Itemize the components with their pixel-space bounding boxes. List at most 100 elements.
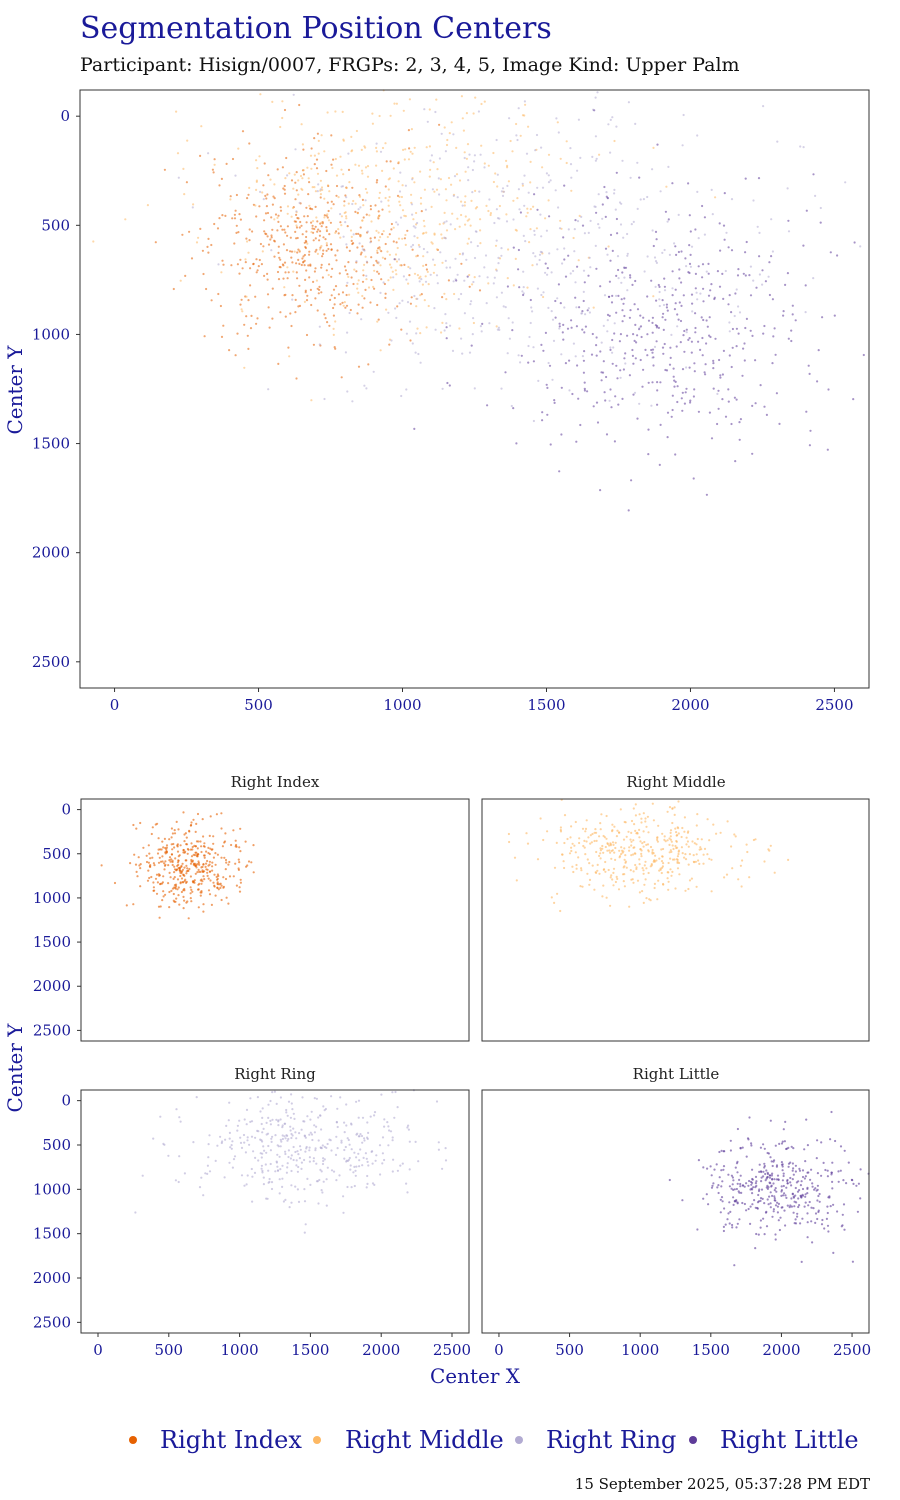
- point-right-middle: [665, 185, 668, 188]
- point-right-middle: [281, 100, 284, 103]
- point-right-ring: [283, 1135, 286, 1138]
- point-right-ring: [600, 341, 603, 344]
- point-right-index: [384, 257, 387, 260]
- point-right-middle: [525, 832, 528, 835]
- point-right-middle: [642, 830, 645, 833]
- point-right-index: [239, 878, 242, 881]
- point-right-middle: [584, 827, 588, 831]
- point-right-ring: [282, 1200, 285, 1203]
- point-right-index: [194, 872, 197, 875]
- point-right-little: [566, 327, 570, 330]
- point-right-middle: [412, 218, 415, 221]
- point-right-little: [814, 1212, 818, 1215]
- point-right-little: [728, 1201, 731, 1204]
- point-right-little: [805, 410, 808, 413]
- point-right-little: [582, 299, 585, 303]
- point-right-ring: [262, 1127, 265, 1130]
- point-right-ring: [802, 146, 805, 149]
- point-right-little: [731, 1226, 734, 1229]
- point-right-index: [181, 233, 184, 236]
- point-right-ring: [346, 1137, 349, 1140]
- point-right-ring: [547, 181, 551, 184]
- point-right-middle: [340, 168, 343, 171]
- point-right-ring: [561, 262, 564, 265]
- point-right-middle: [583, 846, 586, 849]
- point-right-middle: [474, 96, 477, 99]
- point-right-ring: [260, 1167, 263, 1170]
- point-right-index: [209, 879, 212, 882]
- point-right-middle: [656, 836, 659, 839]
- point-right-middle: [286, 266, 289, 269]
- point-right-index: [164, 860, 167, 863]
- point-right-little: [723, 238, 726, 241]
- point-right-ring: [380, 200, 383, 203]
- point-right-index: [202, 863, 205, 866]
- point-right-little: [792, 1173, 795, 1176]
- point-right-middle: [672, 847, 675, 851]
- point-right-middle: [439, 178, 442, 181]
- point-right-ring: [415, 332, 418, 335]
- point-right-ring: [479, 153, 482, 156]
- point-right-index: [232, 829, 235, 832]
- point-right-index: [228, 349, 231, 352]
- point-right-middle: [621, 873, 625, 876]
- point-right-ring: [284, 1152, 287, 1156]
- point-right-little: [606, 197, 610, 200]
- point-right-middle: [599, 822, 602, 825]
- point-right-little: [700, 316, 703, 319]
- point-right-little: [486, 404, 489, 407]
- point-right-little: [776, 1211, 780, 1214]
- point-right-middle: [373, 269, 376, 272]
- point-right-little: [662, 312, 665, 315]
- point-right-middle: [602, 884, 605, 887]
- point-right-ring: [576, 220, 580, 223]
- point-right-little: [579, 423, 582, 427]
- point-right-little: [747, 1184, 750, 1187]
- point-right-little: [681, 368, 685, 371]
- point-right-ring: [317, 1116, 320, 1119]
- point-right-middle: [536, 858, 540, 861]
- point-right-index: [273, 239, 276, 242]
- point-right-index: [191, 859, 194, 862]
- point-right-middle: [612, 843, 615, 847]
- point-right-little: [676, 385, 679, 388]
- point-right-middle: [445, 199, 448, 202]
- point-right-ring: [435, 1100, 439, 1103]
- point-right-ring: [593, 205, 596, 208]
- point-right-ring: [399, 171, 402, 174]
- point-right-little: [617, 294, 620, 297]
- point-right-middle: [357, 164, 361, 167]
- point-right-middle: [618, 831, 621, 834]
- point-right-ring: [177, 176, 180, 179]
- point-right-middle: [505, 213, 508, 216]
- point-right-middle: [680, 835, 683, 839]
- point-right-index: [209, 815, 212, 818]
- point-right-middle: [710, 890, 713, 893]
- point-right-middle: [677, 827, 680, 830]
- point-right-middle: [390, 266, 393, 269]
- point-right-ring: [261, 1169, 264, 1172]
- point-right-middle: [581, 827, 585, 830]
- point-right-index: [330, 294, 333, 297]
- point-right-middle: [521, 114, 525, 117]
- point-right-little: [758, 1163, 761, 1166]
- point-right-middle: [580, 867, 583, 870]
- point-right-little: [743, 1185, 746, 1188]
- point-right-index: [200, 882, 203, 885]
- point-right-middle: [310, 167, 313, 170]
- point-right-little: [609, 348, 612, 351]
- point-right-index: [202, 903, 205, 906]
- point-right-little: [678, 277, 681, 280]
- point-right-index: [185, 181, 188, 184]
- point-right-little: [839, 1145, 843, 1148]
- point-right-ring: [691, 310, 694, 313]
- point-right-ring: [444, 150, 447, 153]
- point-right-ring: [246, 1139, 249, 1142]
- point-right-little: [688, 337, 691, 340]
- point-right-ring: [408, 1140, 411, 1143]
- point-right-little: [581, 328, 584, 331]
- point-right-ring: [365, 387, 368, 390]
- point-right-ring: [323, 397, 326, 401]
- point-right-little: [806, 1236, 809, 1239]
- point-right-middle: [183, 193, 186, 196]
